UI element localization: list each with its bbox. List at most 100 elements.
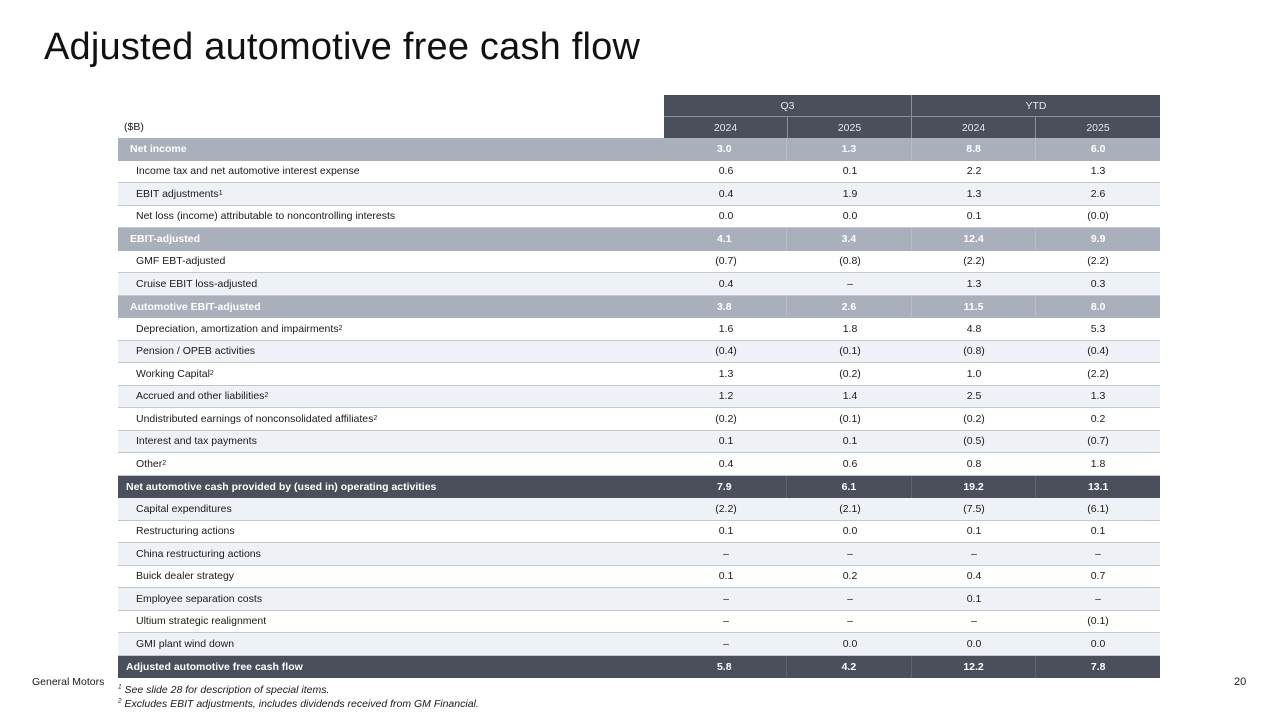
value-cell: 0.2	[842, 570, 858, 583]
row-label-text: Pension / OPEB activities	[136, 345, 256, 358]
value-cell: (0.0)	[1087, 210, 1109, 223]
row-label: Pension / OPEB activities	[118, 341, 664, 363]
value-cell: –	[1095, 592, 1101, 605]
footnote-text: Excludes EBIT adjustments, includes divi…	[124, 698, 479, 710]
value-cell: 1.2	[718, 390, 734, 403]
value-cell: (0.8)	[839, 255, 861, 268]
subtotal-row: Automotive EBIT-adjusted 3.8 2.6 11.5 8.0	[118, 295, 1160, 319]
value-cell: (0.8)	[963, 345, 985, 358]
value-cell: 0.0	[966, 637, 982, 650]
value-cell: 1.9	[842, 187, 858, 200]
value-cell: –	[1095, 547, 1101, 560]
value-cell: 3.4	[787, 228, 912, 251]
value-cell: 7.8	[1090, 660, 1106, 673]
value-cell: –	[723, 592, 729, 605]
table-row: Income tax and net automotive interest e…	[118, 160, 1160, 183]
column-header-ytd-2025: 2025	[1036, 116, 1160, 138]
row-label: Automotive EBIT-adjusted	[118, 296, 662, 319]
value-cell: 8.8	[912, 138, 1037, 161]
subtotal-row: Net income 3.0 1.3 8.8 6.0	[118, 138, 1160, 161]
table-row: Undistributed earnings of nonconsolidate…	[118, 408, 1160, 431]
value-cell: (0.1)	[839, 345, 861, 358]
row-label: Restructuring actions	[118, 521, 664, 543]
row-label: Net automotive cash provided by (used in…	[118, 476, 662, 499]
row-label: Depreciation, amortization and impairmen…	[136, 322, 343, 335]
row-label: Undistributed earnings of nonconsolidate…	[136, 412, 378, 425]
row-label-text: Net loss (income) attributable to noncon…	[136, 210, 396, 223]
value-cell: 5.8	[662, 655, 788, 678]
table-row: China restructuring actions – – – –	[118, 543, 1160, 566]
row-label-text: Accrued and other liabilities	[136, 390, 265, 403]
row-label-text: EBIT adjustments	[136, 187, 219, 200]
row-label-text: Employee separation costs	[136, 592, 263, 605]
value-cell: 2.6	[787, 295, 912, 318]
value-cell: 7.9	[662, 475, 788, 498]
value-cell: (7.5)	[963, 502, 985, 515]
row-label-text: Undistributed earnings of nonconsolidate…	[136, 412, 374, 425]
table-body: Net income 3.0 1.3 8.8 6.0 Income tax and net…	[118, 138, 1160, 678]
value-cell: 0.0	[842, 525, 858, 538]
table-group-header-row: Q3 YTD	[118, 95, 1160, 116]
value-cell: 0.8	[966, 457, 982, 470]
total-row: Adjusted automotive free cash flow 5.8 4.2…	[118, 655, 1160, 678]
value-cell: (0.7)	[715, 255, 737, 268]
table-column-header-row: ($B) 2024 2025 2024 2025	[118, 116, 1160, 138]
value-cell: –	[847, 277, 853, 290]
value-cell: 1.8	[1090, 457, 1106, 470]
value-cell: –	[847, 592, 853, 605]
value-cell: (0.2)	[963, 412, 985, 425]
footnote-2: 2 Excludes EBIT adjustments, includes di…	[118, 698, 479, 710]
row-label-text: Ultium strategic realignment	[136, 615, 267, 628]
value-cell: 0.1	[842, 165, 858, 178]
value-cell: 1.3	[966, 277, 982, 290]
value-cell: 0.0	[842, 210, 858, 223]
value-cell: –	[847, 615, 853, 628]
value-cell: 9.9	[1090, 233, 1106, 246]
table-row: Net loss (income) attributable to noncon…	[118, 205, 1160, 228]
value-cell: 0.7	[1090, 570, 1106, 583]
value-cell: 12.2	[912, 655, 1037, 678]
table-row: Capital expenditures (2.2) (2.1) (7.5) (6.1)	[118, 498, 1160, 521]
value-cell: 0.1	[966, 210, 982, 223]
value-cell: (2.2)	[1087, 367, 1109, 380]
group-header-ytd: YTD	[912, 95, 1160, 116]
value-cell: (0.2)	[715, 412, 737, 425]
value-cell: 1.0	[966, 367, 982, 380]
company-name: General Motors	[32, 676, 105, 688]
table-row: Interest and tax payments 0.1 0.1 (0.5) (0.7…	[118, 430, 1160, 453]
row-label: Capital expenditures	[118, 498, 664, 520]
row-label: Cruise EBIT loss-adjusted	[118, 273, 664, 295]
value-cell: 0.1	[718, 525, 734, 538]
value-cell: 2.5	[966, 390, 982, 403]
value-cell: 0.1	[1090, 525, 1106, 538]
value-cell: 4.2	[787, 655, 912, 678]
value-cell: –	[723, 637, 729, 650]
value-cell: 19.2	[912, 475, 1037, 498]
value-cell: (2.2)	[963, 255, 985, 268]
table-row: Accrued and other liabilities 2 1.2 1.4 2.5 1…	[118, 385, 1160, 408]
table-row: EBIT adjustments 1 0.4 1.9 1.3 2.6	[118, 183, 1160, 206]
table-row: Restructuring actions 0.1 0.0 0.1 0.1	[118, 520, 1160, 543]
group-header-q3: Q3	[664, 95, 912, 116]
row-label: Interest and tax payments	[118, 431, 664, 453]
value-cell: 0.6	[842, 457, 858, 470]
footnote-1: 1 See slide 28 for description of specia…	[118, 684, 329, 696]
column-header-q3-2025: 2025	[788, 116, 912, 138]
value-cell: 0.1	[718, 435, 734, 448]
value-cell: 1.3	[718, 367, 734, 380]
table-row: Employee separation costs – – 0.1 –	[118, 588, 1160, 611]
value-cell: 1.4	[842, 390, 858, 403]
total-row: Net automotive cash provided by (used in…	[118, 475, 1160, 499]
row-label: EBIT adjustments 1	[136, 187, 223, 200]
value-cell: (6.1)	[1087, 502, 1109, 515]
row-label-text: Net income	[130, 143, 187, 156]
value-cell: 0.1	[966, 525, 982, 538]
row-label: China restructuring actions	[118, 543, 664, 565]
row-label-text: Cruise EBIT loss-adjusted	[136, 277, 258, 290]
row-label-text: Income tax and net automotive interest e…	[136, 165, 360, 178]
value-cell: 12.4	[912, 228, 1037, 251]
value-cell: –	[971, 615, 977, 628]
cash-flow-table: Q3 YTD ($B) 2024 2025 2024 2025 Net inco…	[118, 95, 1160, 678]
row-label-text: Capital expenditures	[136, 502, 232, 515]
table-row: Depreciation, amortization and impairmen…	[118, 318, 1160, 341]
